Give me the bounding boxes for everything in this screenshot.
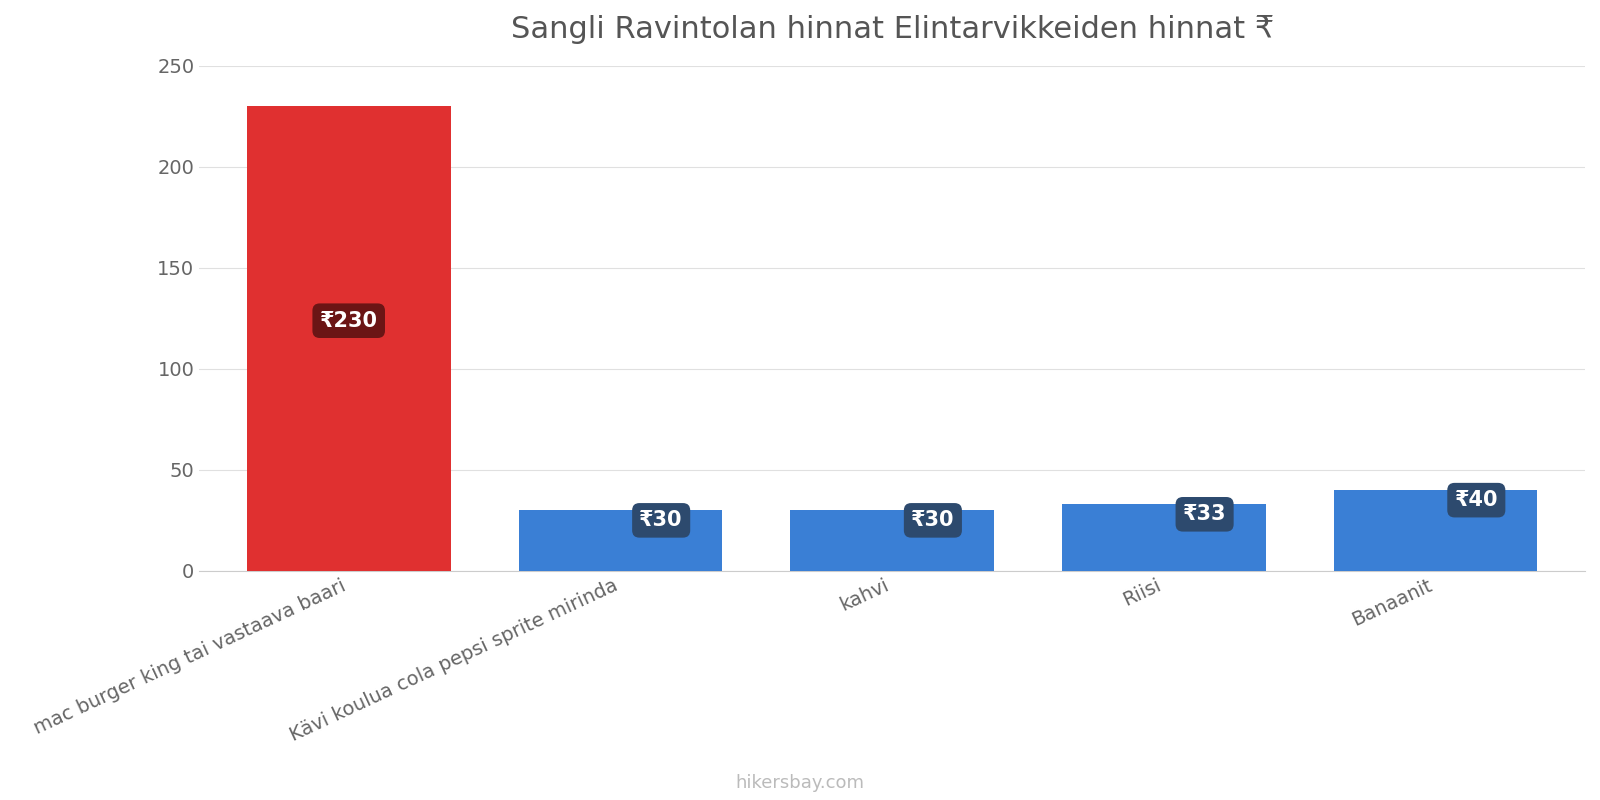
Text: ₹33: ₹33: [1182, 504, 1226, 524]
Bar: [518, 510, 722, 571]
Text: ₹30: ₹30: [640, 510, 683, 530]
Bar: [1334, 490, 1538, 571]
Text: hikersbay.com: hikersbay.com: [736, 774, 864, 792]
Bar: [790, 510, 994, 571]
Text: ₹30: ₹30: [910, 510, 955, 530]
Text: ₹230: ₹230: [320, 310, 378, 330]
Bar: [246, 106, 451, 571]
Text: ₹40: ₹40: [1454, 490, 1498, 510]
Title: Sangli Ravintolan hinnat Elintarvikkeiden hinnat ₹: Sangli Ravintolan hinnat Elintarvikkeide…: [510, 15, 1274, 44]
Bar: [1062, 504, 1266, 571]
